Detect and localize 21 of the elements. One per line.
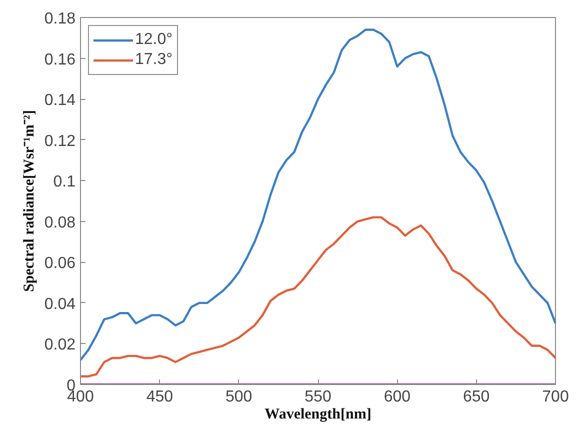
y-tick-label: 0.18 bbox=[44, 10, 76, 28]
y-tick-label: 0.02 bbox=[44, 336, 76, 354]
legend-label: 17.3° bbox=[135, 51, 173, 69]
x-tick-label: 450 bbox=[146, 388, 174, 406]
x-tick-label: 500 bbox=[225, 388, 252, 406]
y-tick-label: 0.04 bbox=[44, 296, 76, 313]
line-series bbox=[80, 216, 556, 378]
x-tick-label: 600 bbox=[384, 388, 411, 406]
y-tick-label: 0.12 bbox=[44, 132, 76, 150]
y-tick-label: 0.08 bbox=[44, 214, 76, 232]
legend-label: 12.0° bbox=[135, 31, 173, 49]
x-tick-label: 650 bbox=[462, 388, 490, 406]
x-axis-title: Wavelength[nm] bbox=[264, 406, 372, 422]
x-tick-label: 550 bbox=[304, 388, 332, 406]
line-series bbox=[80, 28, 556, 362]
y-axis-title: Spectral radiance[Wsr⁻¹m⁻²] bbox=[21, 110, 38, 292]
y-tick-label: 0.14 bbox=[44, 92, 76, 110]
y-tick-label: 0.06 bbox=[44, 255, 76, 272]
y-tick-label: 0.1 bbox=[53, 174, 76, 191]
x-tick-label: 700 bbox=[542, 388, 569, 406]
y-tick-label: 0.16 bbox=[44, 51, 76, 68]
